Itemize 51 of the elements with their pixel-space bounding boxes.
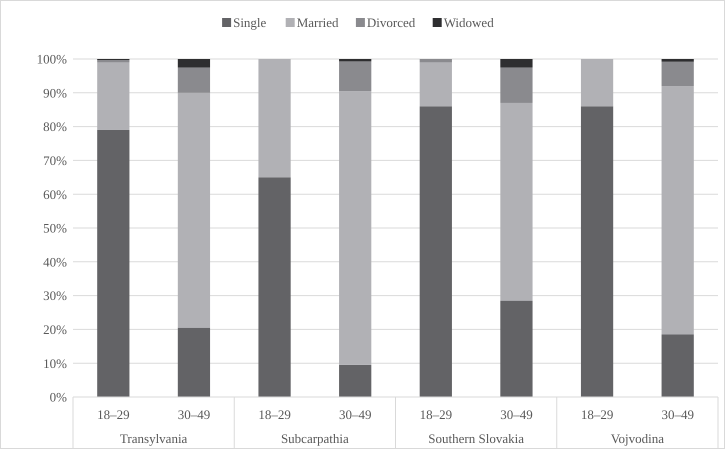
bar [580,59,614,106]
bar [97,130,130,397]
y-tick-label: 10% [43,356,68,371]
x-tick-label: 30–49 [178,407,210,422]
bar [500,102,533,301]
y-tick-label: 90% [43,85,68,100]
y-tick-label: 0% [50,390,68,405]
bar [178,59,210,68]
bar [420,59,452,62]
y-tick-label: 20% [43,322,68,337]
y-tick-label: 60% [43,186,68,202]
text: Subcarpathia [280,431,350,446]
text: Vojvodina [610,431,664,446]
bar [178,92,210,328]
text: Southern Slovakia [428,431,524,446]
bar [500,67,533,103]
x-tick-label: 30–49 [500,407,533,422]
bar [258,59,291,178]
bar [662,86,694,334]
x-tick-label: 18–29 [258,407,291,422]
bar [580,106,614,397]
bar [500,59,533,68]
bar [339,91,372,365]
bar [178,67,210,93]
y-tick-label: 50% [43,220,68,236]
x-tick-label: 30–49 [338,407,372,422]
legend-label: Divorced [366,15,416,30]
y-tick-label: 40% [43,254,68,270]
x-tick-label: 18–29 [420,407,452,422]
bar [500,300,533,397]
bar [420,62,452,106]
legend-label: Married [296,15,340,30]
bar [662,62,694,86]
legend-label: Widowed [444,15,494,30]
bar [662,59,694,62]
text: Transylvania [120,431,188,446]
y-tick-label: 100% [36,52,68,67]
bar [339,61,372,92]
x-tick-label: 18–29 [580,407,614,422]
legend-label: Single [233,15,267,30]
bar [258,177,291,397]
y-tick-label: 70% [43,152,68,168]
bar [420,106,452,397]
x-tick-label: 30–49 [661,407,694,422]
y-tick-label: 80% [43,119,68,134]
x-tick-label: 18–29 [97,407,130,422]
y-tick-label: 30% [43,288,68,304]
bar [178,328,210,397]
bar [97,62,130,130]
bar [662,334,694,397]
bar [339,364,372,397]
